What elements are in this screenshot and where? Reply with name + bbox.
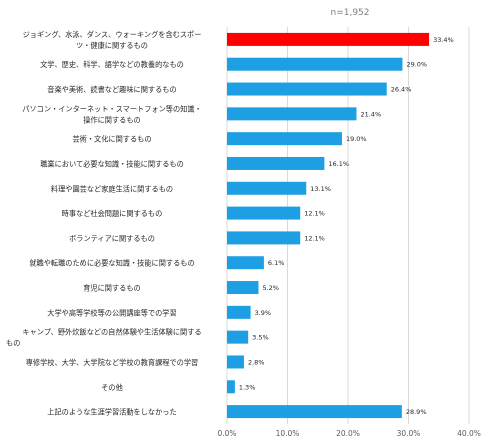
x-tick-label: 40.0%	[457, 429, 481, 438]
data-label: 5.2%	[262, 284, 279, 292]
x-tick-label: 30.0%	[397, 429, 421, 438]
data-label: 21.4%	[360, 110, 381, 118]
category-label: 音楽や美術、読書など趣味に関するもの	[47, 85, 176, 94]
category-label: 時事など社会問題に関するもの	[62, 209, 163, 218]
bar	[227, 330, 249, 344]
category-label: 大学や高等学校等の公開講座等での学習	[47, 308, 176, 317]
data-label: 3.5%	[252, 334, 269, 342]
bar	[227, 281, 259, 295]
data-label: 3.9%	[255, 309, 272, 317]
category-label: ツ・健康に関するもの	[76, 41, 148, 50]
data-label: 13.1%	[310, 185, 331, 193]
data-label: 12.1%	[304, 234, 325, 242]
bar	[227, 231, 301, 245]
bar	[227, 107, 357, 121]
category-label: 専修学校、大学、大学院など学校の教育課程での学習	[26, 358, 199, 367]
category-label: 職業において必要な知識・技能に関するもの	[40, 159, 184, 168]
bar	[227, 256, 264, 270]
x-tick-label: 10.0%	[276, 429, 300, 438]
bar	[227, 156, 325, 170]
bar	[227, 355, 244, 369]
bar	[227, 181, 307, 195]
x-tick-label: 0.0%	[217, 429, 236, 438]
bar	[227, 32, 430, 46]
data-label: 33.4%	[433, 36, 454, 44]
bar	[227, 82, 387, 96]
category-label: 料理や園芸など家庭生活に関するもの	[51, 184, 173, 193]
bar	[227, 380, 235, 394]
bar	[227, 206, 301, 220]
bar	[227, 405, 402, 419]
category-label: 芸術・文化に関するもの	[72, 135, 151, 144]
bar	[227, 132, 342, 146]
data-label: 29.0%	[406, 61, 427, 69]
data-label: 6.1%	[268, 259, 285, 267]
data-label: 26.4%	[391, 86, 412, 94]
category-label: キャンプ、野外炊飯などの自然体験や生活体験に関する	[22, 328, 201, 337]
bar	[227, 305, 251, 319]
data-label: 2.8%	[248, 358, 265, 366]
category-label: 文学、歴史、科学、語学などの教養的なもの	[40, 60, 184, 69]
x-tick-label: 20.0%	[336, 429, 360, 438]
category-label: 就職や転職のために必要な知識・技能に関するもの	[29, 259, 194, 268]
category-label: その他	[101, 383, 123, 392]
category-label: 上記のような生涯学習活動をしなかった	[47, 408, 176, 417]
sample-size-note: n=1,952	[330, 8, 370, 18]
category-label: ジョギング、水泳、ダンス、ウォーキングを含むスポー	[23, 30, 202, 39]
category-label: パソコン・インターネット・スマートフォン等の知識・	[22, 104, 201, 113]
category-label: 操作に関するもの	[83, 115, 141, 124]
data-label: 1.3%	[239, 383, 256, 391]
data-label: 19.0%	[346, 135, 367, 143]
category-label: 育児に関するもの	[83, 284, 141, 293]
data-label: 28.9%	[406, 408, 427, 416]
data-label: 12.1%	[304, 210, 325, 218]
category-label: もの	[6, 339, 20, 348]
data-label: 16.1%	[328, 160, 349, 168]
bar	[227, 57, 403, 71]
category-label: ボランティアに関するもの	[69, 234, 155, 243]
